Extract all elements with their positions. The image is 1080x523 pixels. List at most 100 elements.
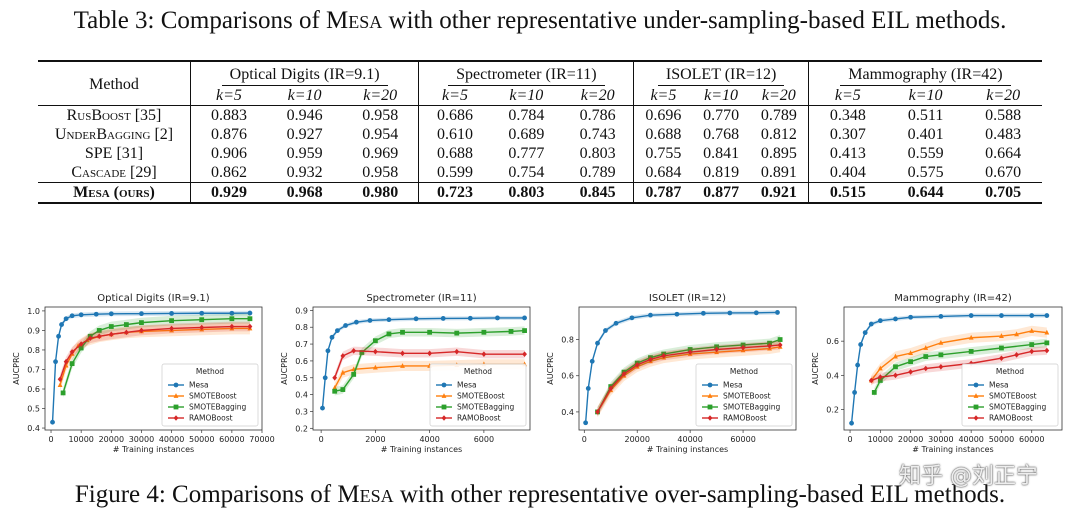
k-header: k=20	[363, 87, 398, 104]
series-line	[62, 318, 250, 394]
y-tick-label: 0.7	[295, 340, 308, 349]
data-point	[343, 323, 348, 328]
method-name: RusBoost [35]	[66, 106, 162, 124]
data-point	[595, 340, 600, 346]
y-axis-label: AUCPRC	[811, 352, 820, 385]
y-tick-label: 0.4	[561, 408, 574, 417]
value-cell: 0.696	[633, 105, 693, 125]
figure-caption-mesa: Mesa	[337, 481, 394, 508]
y-tick-label: 0.4	[27, 424, 40, 433]
data-point	[427, 329, 433, 335]
data-point	[999, 313, 1004, 318]
data-point	[56, 333, 61, 339]
series-band	[871, 346, 1047, 385]
data-point	[714, 346, 720, 353]
data-point	[585, 385, 591, 391]
x-tick-label: 0	[848, 435, 853, 444]
value-cell: 0.921	[760, 183, 797, 201]
data-point	[400, 329, 405, 335]
data-point	[199, 317, 205, 323]
x-tick-label: 6000	[474, 435, 494, 444]
data-point	[59, 322, 64, 327]
data-point	[727, 310, 733, 316]
method-name: SPE [31]	[84, 144, 144, 162]
data-point	[87, 335, 93, 342]
x-tick-label: 4000	[419, 435, 439, 444]
chart-title: Mammography (IR=42)	[894, 293, 1012, 304]
series-band	[334, 326, 525, 396]
data-point	[400, 363, 405, 368]
y-tick-label: 0.5	[295, 374, 308, 383]
x-tick-label: 60000	[219, 435, 244, 444]
y-tick-label: 0.2	[295, 424, 308, 433]
data-point	[332, 388, 338, 394]
data-point	[372, 364, 378, 370]
y-axis-label: AUCPRC	[12, 352, 21, 385]
x-tick-label: 0	[319, 435, 324, 444]
x-tick-label: 20000	[99, 435, 124, 444]
table-row: UnderBagging [2] 0.876 0.927 0.954 0.610 0.68…	[38, 125, 1042, 144]
data-point	[923, 365, 929, 372]
value-cell: 0.929	[189, 182, 267, 203]
x-tick-label: 50000	[189, 435, 214, 444]
value-cell: 0.789	[760, 106, 797, 124]
value-cell: 0.980	[362, 183, 399, 201]
legend-box	[961, 363, 1059, 427]
data-point	[57, 382, 63, 387]
data-point	[247, 310, 253, 316]
series-band	[63, 313, 250, 398]
table-caption-suffix: with other representative under-sampling…	[382, 7, 1007, 34]
data-point	[495, 315, 500, 321]
data-point	[325, 348, 331, 354]
legend-title: Method	[196, 367, 224, 376]
data-point	[322, 375, 328, 381]
method-cell: SPE [31]	[38, 144, 191, 163]
value-cell: 0.686	[418, 105, 491, 125]
legend-label: SMOTEBagging	[989, 403, 1047, 412]
data-point	[69, 313, 75, 319]
method-name: Cascade [29]	[71, 163, 157, 181]
value-cell: 0.876	[189, 125, 267, 144]
series-band	[322, 315, 525, 411]
value-cell: 0.307	[807, 125, 887, 144]
x-tick-label: 10000	[68, 435, 93, 444]
data-point	[1029, 313, 1035, 318]
data-point	[229, 316, 235, 322]
value-cell: 0.610	[418, 125, 491, 144]
y-tick-label: 0.3	[295, 407, 308, 416]
y-tick-label: 0.9	[27, 326, 40, 335]
value-cell: 0.906	[189, 144, 267, 163]
value-cell: 0.891	[760, 163, 797, 181]
value-cell: 0.812	[760, 125, 797, 143]
x-tick-label: 0	[582, 435, 587, 444]
x-axis-label: # Training instances	[912, 445, 993, 454]
value-cell: 0.743	[579, 125, 616, 143]
legend-label: Mesa	[723, 381, 743, 390]
data-point	[777, 342, 783, 348]
value-cell: 0.664	[985, 144, 1022, 162]
data-point	[96, 333, 102, 340]
data-point	[123, 322, 129, 327]
value-cell: 0.968	[286, 183, 323, 201]
chart-title: ISOLET (IR=12)	[649, 293, 726, 304]
y-tick-label: 0.2	[826, 406, 839, 415]
y-tick-label: 0.6	[27, 385, 40, 394]
series-line	[850, 314, 1047, 424]
data-point	[340, 369, 346, 375]
data-point	[938, 352, 944, 358]
data-point	[440, 316, 446, 321]
value-cell: 0.404	[807, 163, 887, 183]
value-cell: 0.754	[508, 163, 545, 181]
table-row: RusBoost [35] 0.883 0.946 0.958 0.686 0.784 0.…	[38, 105, 1042, 125]
legend-marker	[441, 404, 447, 410]
legend-marker	[441, 393, 447, 398]
method-cell: UnderBagging [2]	[38, 125, 191, 144]
data-point	[1014, 331, 1019, 337]
value-cell: 0.954	[362, 125, 399, 143]
data-point	[589, 358, 595, 364]
k-header: k=5	[807, 87, 887, 106]
x-axis-label: # Training instances	[381, 445, 462, 454]
x-axis-label: # Training instances	[113, 445, 194, 454]
x-tick-label: 60000	[730, 435, 755, 444]
group-label: ISOLET (IR=12)	[657, 66, 785, 86]
